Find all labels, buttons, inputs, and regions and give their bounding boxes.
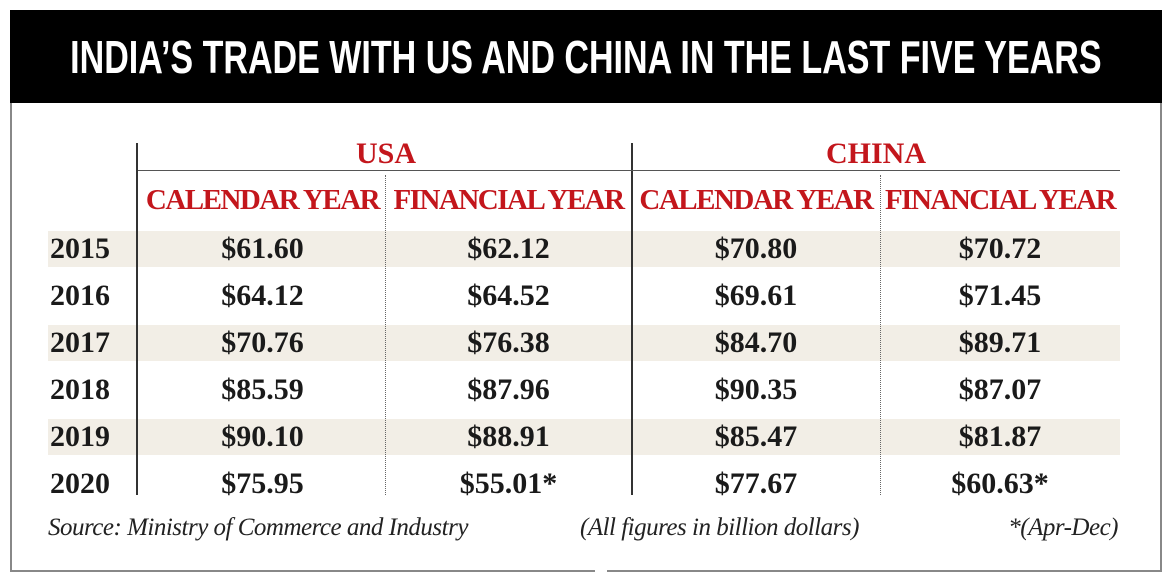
year: 2020 [50, 467, 110, 500]
column-header: CALENDAR YEAR [639, 183, 874, 216]
row-shade [48, 231, 1120, 267]
value: $70.76 [221, 326, 304, 359]
rule [136, 143, 138, 495]
footnote: *(Apr-Dec) [1008, 514, 1118, 541]
rule [138, 170, 1120, 171]
value: $64.12 [221, 279, 304, 312]
source: Source: Ministry of Commerce and Industr… [48, 514, 468, 541]
frame-line [1160, 103, 1162, 572]
value: $87.96 [467, 373, 550, 406]
row-shade [48, 325, 1120, 361]
units-note: (All figures in billion dollars) [580, 514, 859, 541]
group-header: CHINA [825, 137, 926, 170]
year: 2016 [50, 279, 110, 312]
rule [880, 175, 881, 495]
frame-line [10, 103, 12, 572]
value: $88.91 [467, 420, 550, 453]
value: $76.38 [467, 326, 550, 359]
value: $55.01* [459, 467, 558, 500]
value: $85.59 [221, 373, 304, 406]
year: 2017 [50, 326, 110, 359]
rule [631, 143, 633, 495]
value: $70.72 [958, 232, 1042, 265]
column-header: FINANCIAL YEAR [393, 183, 625, 216]
value: $90.35 [714, 373, 798, 406]
value: $64.52 [467, 279, 550, 312]
row-shade [48, 419, 1120, 455]
title-text: INDIA’S TRADE WITH US AND CHINA IN THE L… [70, 30, 1102, 83]
title-bar: INDIA’S TRADE WITH US AND CHINA IN THE L… [10, 10, 1162, 103]
value: $61.60 [221, 232, 304, 265]
column-header: CALENDAR YEAR [145, 183, 381, 216]
column-header: FINANCIAL YEAR [884, 183, 1117, 216]
value: $90.10 [221, 420, 304, 453]
value: $85.47 [714, 420, 798, 453]
value: $62.12 [467, 232, 550, 265]
year: 2019 [50, 420, 110, 453]
frame-line [10, 570, 595, 572]
value: $84.70 [714, 326, 798, 359]
year: 2018 [50, 373, 110, 406]
value: $81.87 [958, 420, 1042, 453]
value: $60.63* [951, 467, 1049, 500]
value: $89.71 [958, 326, 1042, 359]
group-header: USA [355, 137, 416, 170]
frame-line [607, 570, 1162, 572]
rule [385, 175, 386, 495]
value: $77.67 [714, 467, 798, 500]
value: $71.45 [958, 279, 1042, 312]
value: $87.07 [958, 373, 1042, 406]
value: $70.80 [714, 232, 798, 265]
title: INDIA’S TRADE WITH US AND CHINA IN THE L… [10, 10, 1162, 103]
value: $69.61 [714, 279, 798, 312]
value: $75.95 [221, 467, 304, 500]
year: 2015 [50, 232, 110, 265]
